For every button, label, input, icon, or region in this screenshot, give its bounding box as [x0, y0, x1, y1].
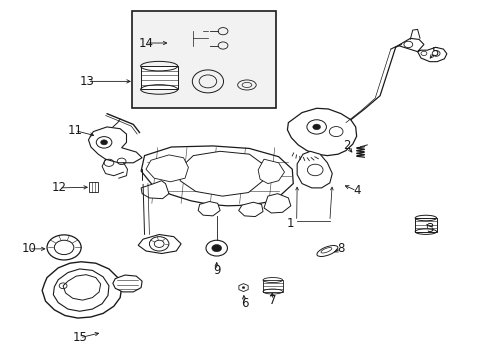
Polygon shape [180, 151, 264, 196]
Polygon shape [138, 234, 181, 253]
Polygon shape [141, 146, 293, 206]
Text: 15: 15 [72, 331, 87, 344]
Circle shape [101, 140, 107, 145]
Bar [414, 218, 436, 231]
Polygon shape [258, 159, 284, 184]
Polygon shape [146, 155, 188, 182]
Polygon shape [113, 275, 142, 292]
Polygon shape [53, 269, 109, 311]
Circle shape [242, 287, 244, 289]
Bar [132, 12, 276, 108]
Text: 5: 5 [430, 46, 437, 59]
Bar [263, 280, 282, 292]
Text: 3: 3 [425, 222, 432, 235]
Text: 6: 6 [240, 297, 248, 310]
Text: 4: 4 [352, 184, 360, 197]
Circle shape [312, 124, 320, 130]
Polygon shape [238, 202, 263, 217]
Text: 1: 1 [286, 216, 294, 230]
Circle shape [211, 244, 221, 252]
Text: 2: 2 [343, 139, 350, 152]
Polygon shape [63, 275, 101, 300]
Polygon shape [42, 262, 122, 318]
Text: 12: 12 [52, 181, 66, 194]
Polygon shape [397, 39, 446, 62]
Polygon shape [287, 108, 356, 156]
Text: 11: 11 [67, 124, 82, 137]
Text: 9: 9 [212, 264, 220, 277]
Polygon shape [239, 284, 248, 292]
Text: 13: 13 [80, 75, 95, 88]
Polygon shape [198, 202, 220, 216]
Text: 10: 10 [21, 242, 36, 255]
Text: 14: 14 [138, 36, 153, 50]
Polygon shape [141, 181, 168, 199]
Polygon shape [88, 127, 142, 163]
Polygon shape [297, 151, 331, 188]
Polygon shape [264, 194, 290, 213]
Bar [89, 182, 98, 192]
Bar [141, 66, 177, 89]
Text: 7: 7 [268, 294, 276, 307]
Text: 8: 8 [337, 242, 344, 255]
